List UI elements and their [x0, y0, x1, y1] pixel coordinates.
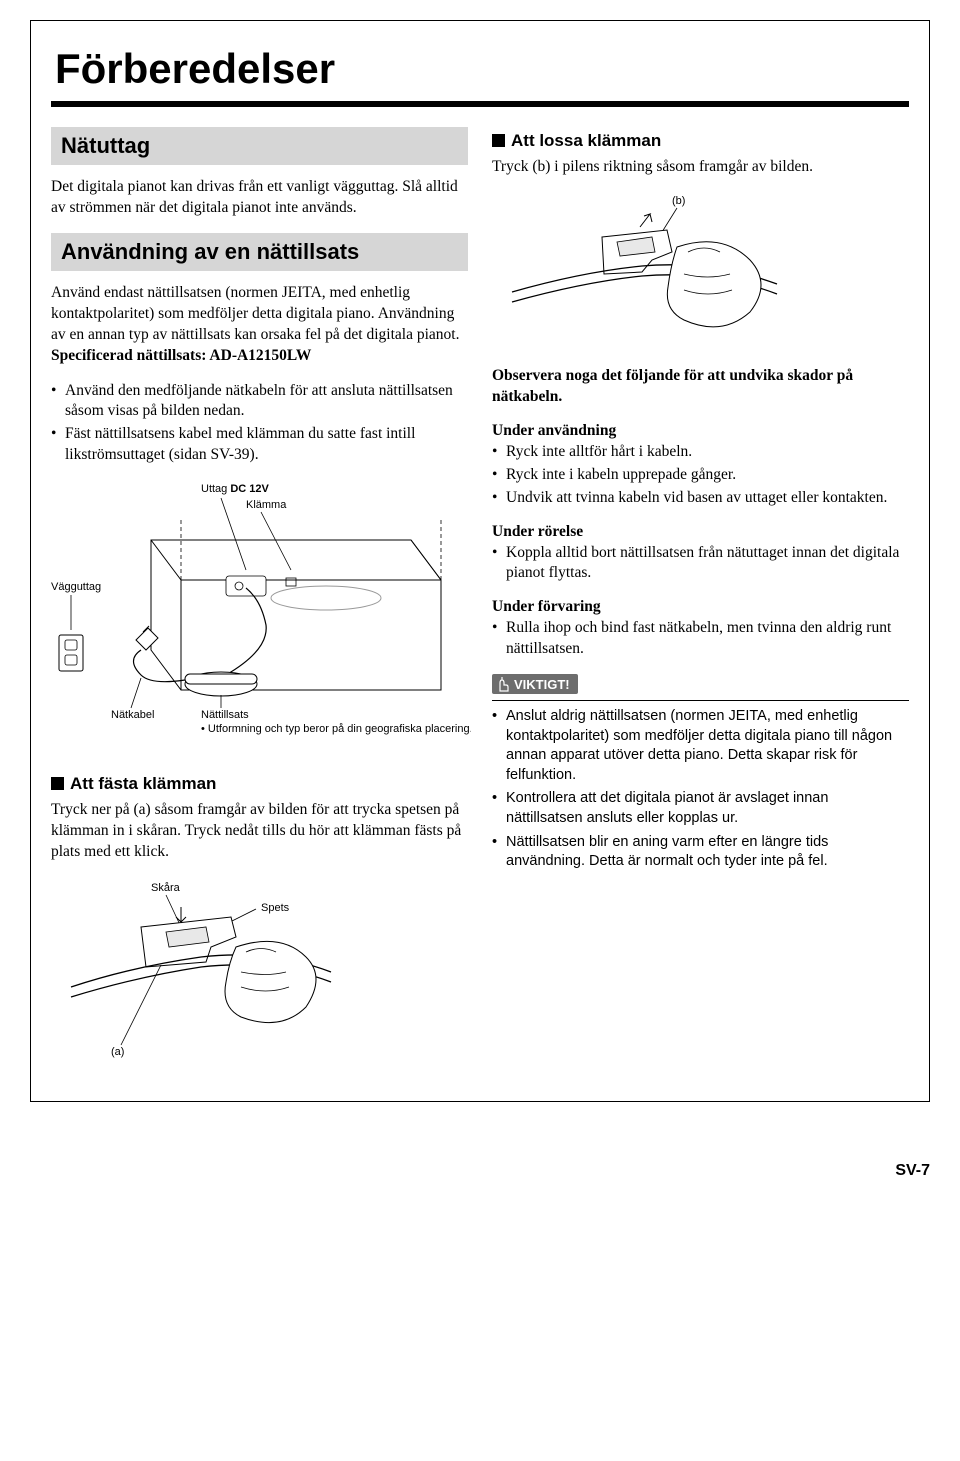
section1-body: Det digitala pianot kan drivas från ett … [51, 177, 468, 219]
section2-spec: Specificerad nättillsats: AD-A12150LW [51, 347, 311, 364]
section2-body1: Använd endast nättillsatsen (normen JEIT… [51, 283, 468, 367]
subhead-release: Att lossa klämman [492, 131, 909, 151]
section-head-anvandning: Användning av en nättillsats [51, 233, 468, 271]
important-bullet-3: Nättillsatsen blir en aning varm efter e… [492, 833, 909, 872]
usage-bullets: Ryck inte alltför hårt i kabeln. Ryck in… [492, 442, 909, 509]
page-title: Förberedelser [55, 45, 909, 93]
square-bullet-icon [51, 777, 64, 790]
label-b: (b) [672, 195, 685, 207]
observe-body: Observera noga det följande för att undv… [492, 366, 909, 408]
square-bullet-icon-2 [492, 134, 505, 147]
page-number: SV-7 [30, 1162, 930, 1180]
movement-title: Under rörelse [492, 523, 909, 541]
fasten-title-text: Att fästa klämman [70, 774, 216, 793]
important-label: VIKTIGT! [514, 677, 570, 692]
section-head-natuttag: Nätuttag [51, 127, 468, 165]
important-bullet-1: Anslut aldrig nättillsatsen (normen JEIT… [492, 707, 909, 785]
content-columns: Nätuttag Det digitala pianot kan drivas … [51, 127, 909, 1091]
important-badge: VIKTIGT! [492, 674, 578, 694]
movement-bullet-1: Koppla alltid bort nättillsatsen från nä… [492, 543, 909, 585]
important-rule [492, 700, 909, 701]
storage-title: Under förvaring [492, 598, 909, 616]
diagram-release: (b) [492, 192, 909, 352]
usage-bullet-2: Ryck inte i kabeln upprepade gånger. [492, 465, 909, 486]
title-underline [51, 101, 909, 107]
label-natkabel: Nätkabel [111, 709, 154, 721]
storage-bullet-1: Rulla ihop och bind fast nätkabeln, men … [492, 618, 909, 660]
label-caption1: • Utformning och typ beror på din geogra… [201, 723, 471, 735]
usage-bullet-3: Undvik att tvinna kabeln vid basen av ut… [492, 488, 909, 509]
page-frame: Förberedelser Nätuttag Det digitala pian… [30, 20, 930, 1102]
important-bullet-2: Kontrollera att det digitala pianot är a… [492, 789, 909, 828]
left-column: Nätuttag Det digitala pianot kan drivas … [51, 127, 468, 1091]
section2-bullets: Använd den medföljande nätkabeln för att… [51, 381, 468, 467]
label-uttag: Uttag DC 12V [201, 483, 270, 495]
section2-body1-text: Använd endast nättillsatsen (normen JEIT… [51, 284, 459, 343]
label-skara: Skåra [151, 882, 181, 894]
storage-bullets: Rulla ihop och bind fast nätkabeln, men … [492, 618, 909, 660]
right-column: Att lossa klämman Tryck (b) i pilens rik… [492, 127, 909, 1091]
section2-bullet-1: Använd den medföljande nätkabeln för att… [51, 381, 468, 423]
label-vagguttag: Vägguttag [51, 581, 101, 593]
release-body: Tryck (b) i pilens riktning såsom framgå… [492, 157, 909, 178]
diagram-fasten: Skåra Spets (a) [51, 877, 468, 1077]
label-nattillsats: Nättillsats [201, 709, 249, 721]
important-box: VIKTIGT! Anslut aldrig nättillsatsen (no… [492, 674, 909, 872]
diagram-connection: Uttag DC 12V Klämma [51, 480, 468, 760]
movement-bullets: Koppla alltid bort nättillsatsen från nä… [492, 543, 909, 585]
usage-bullet-1: Ryck inte alltför hårt i kabeln. [492, 442, 909, 463]
label-a: (a) [111, 1046, 124, 1058]
label-spets: Spets [261, 902, 290, 914]
label-klamma: Klämma [246, 499, 287, 511]
usage-title: Under användning [492, 422, 909, 440]
fasten-body: Tryck ner på (a) såsom framgår av bilden… [51, 800, 468, 863]
subhead-fasten: Att fästa klämman [51, 774, 468, 794]
release-title-text: Att lossa klämman [511, 131, 661, 150]
important-bullets: Anslut aldrig nättillsatsen (normen JEIT… [492, 707, 909, 872]
section2-bullet-2: Fäst nättillsatsens kabel med klämman du… [51, 424, 468, 466]
hand-point-icon [496, 676, 510, 692]
